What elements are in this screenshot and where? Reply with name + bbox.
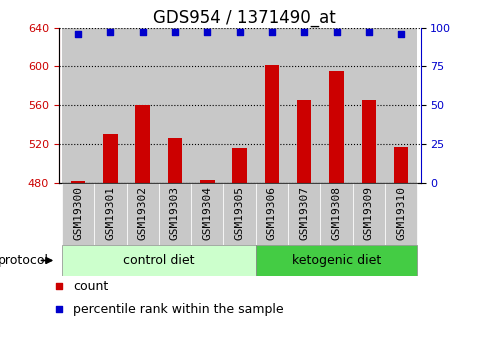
Text: GDS954 / 1371490_at: GDS954 / 1371490_at bbox=[153, 9, 335, 27]
Point bbox=[235, 30, 243, 35]
Point bbox=[55, 306, 62, 312]
Bar bbox=[320, 28, 352, 183]
Bar bbox=[328, 71, 343, 183]
Bar bbox=[126, 28, 159, 183]
Text: GSM19309: GSM19309 bbox=[363, 186, 373, 240]
Bar bbox=[191, 28, 223, 183]
Bar bbox=[352, 28, 384, 183]
Point bbox=[364, 30, 372, 35]
Bar bbox=[159, 28, 191, 183]
Point bbox=[171, 30, 179, 35]
Bar bbox=[393, 147, 407, 183]
Bar bbox=[384, 183, 416, 245]
Bar bbox=[320, 183, 352, 245]
Bar bbox=[232, 148, 246, 183]
Bar bbox=[62, 245, 255, 276]
Text: GSM19304: GSM19304 bbox=[202, 186, 212, 240]
Bar bbox=[62, 28, 94, 183]
Point bbox=[300, 30, 307, 35]
Bar bbox=[191, 183, 223, 245]
Bar bbox=[255, 28, 287, 183]
Bar bbox=[296, 100, 311, 183]
Text: GSM19306: GSM19306 bbox=[266, 186, 276, 240]
Bar bbox=[255, 183, 287, 245]
Text: count: count bbox=[73, 280, 108, 293]
Bar bbox=[255, 245, 416, 276]
Text: protocol: protocol bbox=[0, 254, 49, 267]
Text: percentile rank within the sample: percentile rank within the sample bbox=[73, 303, 283, 316]
Bar bbox=[62, 183, 94, 245]
Bar bbox=[352, 183, 384, 245]
Point bbox=[396, 31, 404, 37]
Bar bbox=[71, 181, 85, 183]
Text: GSM19308: GSM19308 bbox=[331, 186, 341, 240]
Point bbox=[203, 30, 211, 35]
Point bbox=[55, 284, 62, 289]
Text: GSM19305: GSM19305 bbox=[234, 186, 244, 240]
Bar bbox=[361, 100, 375, 183]
Bar bbox=[223, 183, 255, 245]
Text: GSM19300: GSM19300 bbox=[73, 186, 83, 240]
Point bbox=[74, 31, 82, 37]
Bar bbox=[94, 183, 126, 245]
Text: GSM19302: GSM19302 bbox=[138, 186, 147, 240]
Bar bbox=[200, 180, 214, 183]
Bar bbox=[384, 28, 416, 183]
Bar bbox=[94, 28, 126, 183]
Bar bbox=[126, 183, 159, 245]
Point bbox=[267, 30, 275, 35]
Bar bbox=[287, 28, 320, 183]
Bar bbox=[167, 138, 182, 183]
Bar bbox=[223, 28, 255, 183]
Point bbox=[139, 30, 146, 35]
Bar bbox=[287, 183, 320, 245]
Text: GSM19310: GSM19310 bbox=[395, 186, 406, 240]
Bar bbox=[135, 105, 150, 183]
Text: GSM19307: GSM19307 bbox=[299, 186, 308, 240]
Bar bbox=[159, 183, 191, 245]
Bar bbox=[264, 66, 279, 183]
Text: control diet: control diet bbox=[123, 254, 194, 267]
Point bbox=[332, 30, 340, 35]
Point bbox=[106, 30, 114, 35]
Text: GSM19303: GSM19303 bbox=[170, 186, 180, 240]
Bar bbox=[103, 134, 118, 183]
Text: GSM19301: GSM19301 bbox=[105, 186, 115, 240]
Text: ketogenic diet: ketogenic diet bbox=[291, 254, 380, 267]
